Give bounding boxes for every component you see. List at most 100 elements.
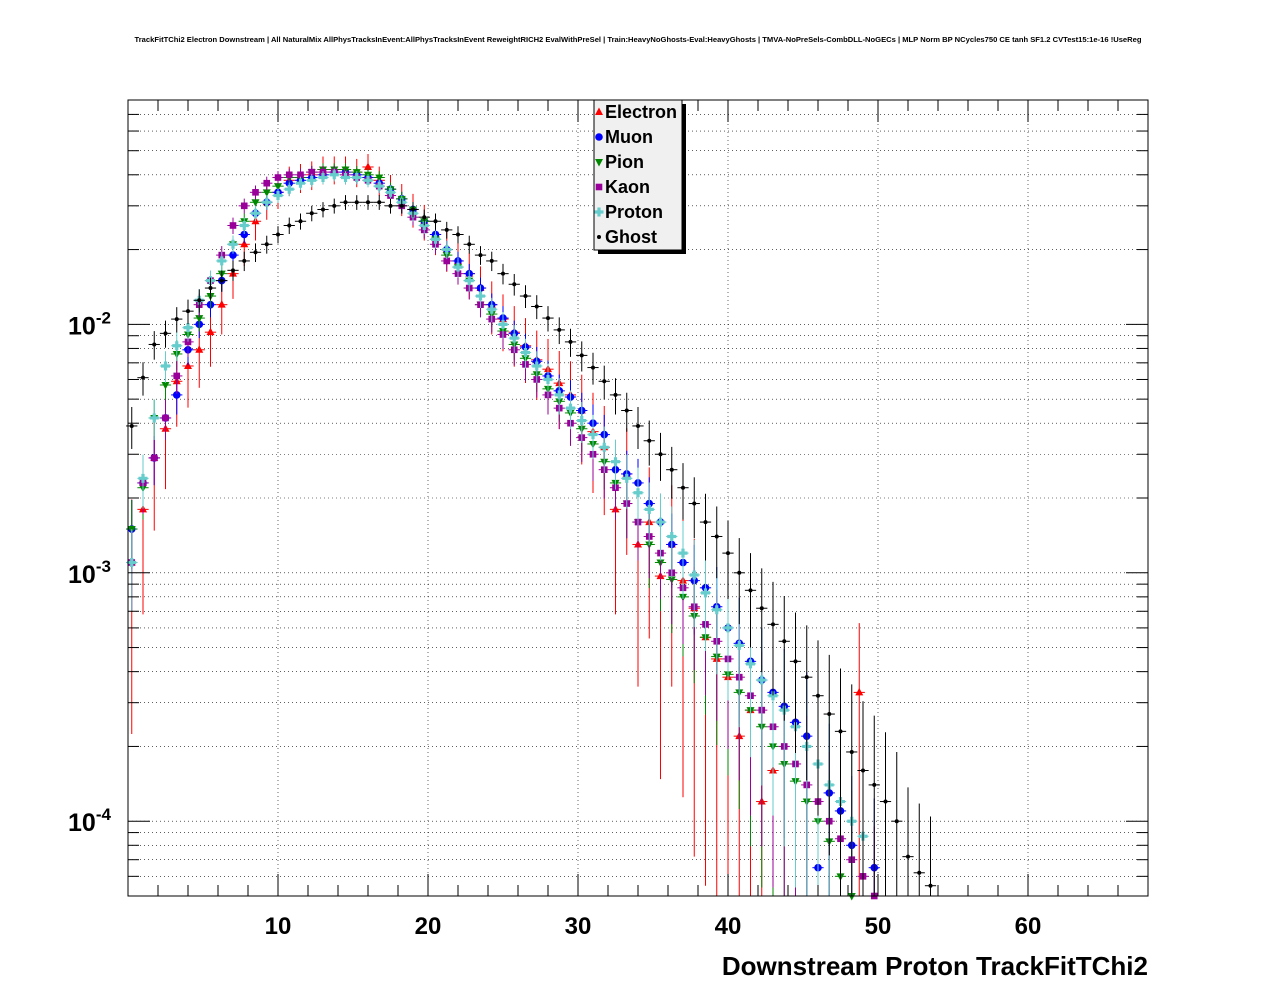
legend-label-electron: Electron	[605, 102, 677, 122]
data-point	[208, 286, 213, 291]
data-point	[599, 442, 609, 452]
data-point	[308, 168, 316, 176]
data-point	[253, 250, 258, 255]
data-point	[768, 691, 778, 701]
data-point	[568, 339, 573, 344]
data-point	[217, 300, 226, 308]
data-point	[307, 175, 317, 185]
data-point	[714, 534, 719, 539]
data-point	[197, 298, 202, 303]
data-point	[534, 304, 539, 309]
data-point	[928, 883, 933, 888]
data-point	[726, 551, 730, 556]
data-point	[285, 171, 293, 179]
y-tick-labels: 10-410-310-2	[68, 308, 111, 837]
legend: Electron Muon Pion Kaon Proton Ghost	[593, 99, 686, 254]
data-point	[262, 189, 271, 197]
chart-title: TrackFitTChi2 Electron Downstream | All …	[134, 35, 1141, 44]
data-point	[332, 203, 337, 208]
data-point	[150, 454, 158, 462]
data-point	[375, 174, 384, 183]
data-point	[206, 327, 215, 336]
data-point	[793, 659, 798, 664]
data-point	[172, 341, 182, 351]
y-tick-label: 10-3	[68, 557, 111, 589]
data-point	[644, 504, 654, 514]
data-point	[906, 854, 910, 859]
data-point	[217, 256, 227, 266]
data-point	[689, 570, 699, 580]
x-tick-label: 20	[415, 913, 442, 940]
data-point	[229, 222, 237, 229]
data-point	[240, 202, 248, 210]
data-point	[498, 319, 508, 329]
data-point	[771, 622, 775, 627]
x-tick-labels: 10 20 30 40 50 60	[265, 913, 1042, 940]
data-point	[557, 327, 562, 332]
data-point	[692, 501, 697, 506]
data-point	[669, 467, 674, 472]
data-point	[681, 485, 685, 490]
data-point	[242, 258, 247, 263]
legend-marker-proton	[594, 207, 604, 217]
data-point	[712, 605, 722, 615]
data-point	[723, 623, 733, 633]
data-point	[566, 403, 576, 413]
data-point	[737, 570, 742, 575]
data-point	[138, 473, 148, 483]
data-point	[276, 232, 280, 237]
data-point	[872, 782, 877, 787]
data-point	[757, 675, 767, 685]
x-tick-label: 30	[565, 913, 592, 940]
legend-label-muon: Muon	[605, 127, 653, 147]
x-tick-label: 60	[1015, 913, 1042, 940]
data-point	[532, 361, 542, 371]
data-point	[633, 488, 643, 498]
y-tick-label-base: 10	[68, 809, 96, 837]
series-ghost	[126, 195, 937, 896]
data-point	[274, 183, 282, 191]
data-point	[464, 276, 474, 286]
data-point	[321, 207, 325, 212]
data-point	[624, 408, 629, 413]
data-point	[467, 242, 472, 247]
y-tick-label-base: 10	[68, 312, 96, 340]
data-point	[149, 413, 159, 423]
data-point	[183, 323, 193, 333]
data-point	[701, 588, 711, 598]
data-point	[297, 171, 304, 179]
data-point	[318, 173, 328, 183]
data-point	[174, 317, 179, 322]
legend-box	[593, 99, 683, 251]
data-point	[827, 712, 832, 717]
data-point	[577, 416, 587, 426]
y-tick-label: 10-2	[68, 308, 111, 340]
data-point	[579, 353, 584, 358]
data-point	[195, 315, 204, 323]
data-point	[172, 391, 181, 399]
data-point	[523, 294, 528, 299]
data-point	[129, 423, 134, 428]
data-point	[287, 223, 292, 228]
legend-label-kaon: Kaon	[605, 177, 650, 197]
data-point	[341, 173, 350, 183]
data-point	[186, 309, 190, 314]
data-point	[443, 257, 451, 265]
axis-ticks	[128, 99, 1148, 897]
data-point	[456, 232, 460, 237]
data-point	[161, 361, 170, 371]
data-point	[759, 606, 764, 611]
data-point	[478, 253, 483, 258]
data-point	[667, 531, 677, 541]
x-tick-label: 10	[265, 913, 292, 940]
data-point	[195, 345, 204, 353]
legend-label-ghost: Ghost	[605, 227, 657, 247]
data-point	[855, 687, 864, 696]
data-point	[591, 365, 595, 370]
data-point	[296, 178, 305, 188]
data-point	[366, 200, 370, 205]
y-tick-label-exponent: -4	[96, 805, 112, 824]
data-point	[377, 200, 382, 205]
data-point	[602, 379, 607, 384]
data-point	[554, 390, 564, 400]
